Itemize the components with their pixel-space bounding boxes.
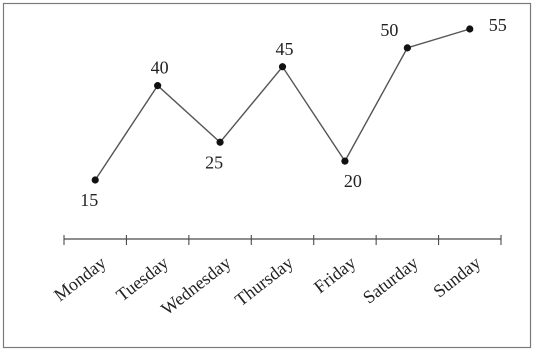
data-label-saturday: 50 [380, 20, 398, 40]
x-axis [63, 235, 502, 245]
data-point-saturday [403, 44, 411, 52]
data-point-tuesday [154, 82, 162, 90]
data-point-friday [341, 157, 349, 165]
data-label-wednesday: 25 [205, 152, 223, 172]
data-point-sunday [466, 25, 474, 33]
data-label-tuesday: 40 [151, 58, 169, 78]
data-point-monday [91, 176, 99, 184]
data-label-sunday: 55 [489, 15, 507, 35]
data-label-monday: 15 [80, 190, 98, 210]
point-layer [91, 25, 474, 184]
data-point-wednesday [216, 138, 224, 146]
data-label-friday: 20 [344, 171, 362, 191]
data-label-layer: 15 40 25 45 20 50 55 [80, 15, 507, 210]
data-point-thursday [278, 63, 287, 71]
data-label-thursday: 45 [276, 39, 294, 59]
